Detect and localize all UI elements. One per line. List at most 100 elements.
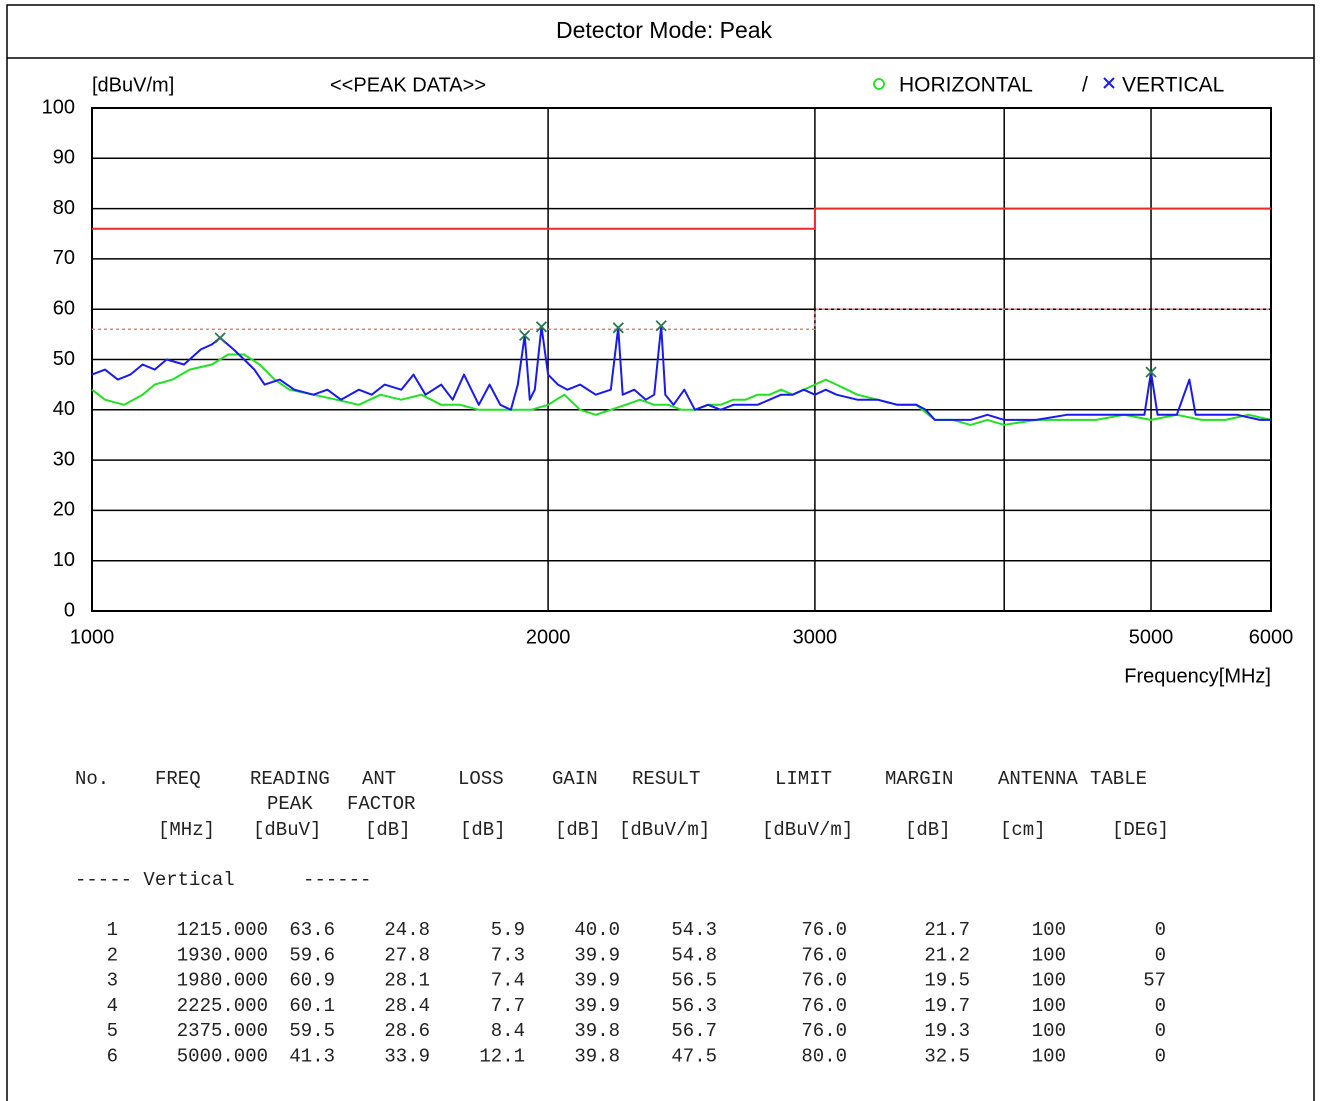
table-cell: 1980.000 [177, 970, 268, 992]
legend-label: HORIZONTAL [899, 74, 1033, 97]
legend-symbol [1103, 77, 1115, 89]
header-title: Detector Mode: Peak [556, 17, 773, 43]
y-axis-label: [dBuV/m] [92, 74, 174, 96]
peak-marker [519, 329, 531, 341]
table-cell: 2375.000 [177, 1020, 268, 1042]
column-unit: [dBuV/m] [619, 819, 710, 841]
table-cell: 76.0 [801, 919, 847, 941]
column-header: MARGIN [885, 768, 953, 790]
table-cell: 100 [1032, 995, 1066, 1017]
table-cell: 19.3 [924, 1020, 970, 1042]
y-tick-label: 90 [53, 147, 75, 169]
table-cell: 0 [1155, 995, 1166, 1017]
table-cell: 7.3 [491, 944, 525, 966]
table-cell: 1 [107, 919, 118, 941]
table-cell: 47.5 [671, 1046, 717, 1068]
column-header: READING [250, 768, 330, 790]
table-cell: 100 [1032, 944, 1066, 966]
table-cell: 19.7 [924, 995, 970, 1017]
table-cell: 100 [1032, 919, 1066, 941]
column-header: ANTENNA [998, 768, 1078, 790]
table-cell: 56.3 [671, 995, 717, 1017]
y-tick-label: 0 [64, 599, 75, 621]
table-cell: 100 [1032, 1020, 1066, 1042]
y-tick-label: 100 [42, 96, 75, 118]
peak-marker [1145, 366, 1157, 378]
y-tick-label: 10 [53, 549, 75, 571]
table-cell: 80.0 [801, 1046, 847, 1068]
column-header: RESULT [632, 768, 700, 790]
x-tick-label: 2000 [526, 626, 571, 648]
table-cell: 27.8 [384, 944, 430, 966]
column-unit: [DEG] [1112, 819, 1169, 841]
table-cell: 60.1 [289, 995, 335, 1017]
table-cell: 76.0 [801, 1020, 847, 1042]
table-cell: 19.5 [924, 970, 970, 992]
peak-marker [535, 321, 548, 333]
table-cell: 2225.000 [177, 995, 268, 1017]
table-cell: 4 [107, 995, 118, 1017]
table-cell: 0 [1155, 1046, 1166, 1068]
column-unit: [dBuV/m] [762, 819, 853, 841]
column-unit: [dB] [905, 819, 951, 841]
column-header: PEAK [267, 793, 313, 815]
table-cell: 76.0 [801, 970, 847, 992]
peak-marker [214, 332, 226, 344]
column-header: GAIN [552, 768, 598, 790]
x-tick-label: 5000 [1129, 626, 1174, 648]
table-cell: 63.6 [289, 919, 335, 941]
table-cell: 2 [107, 944, 118, 966]
y-tick-label: 60 [53, 297, 75, 319]
trace [91, 324, 1271, 421]
table-cell: 39.8 [574, 1020, 620, 1042]
table-cell: 54.3 [671, 919, 717, 941]
chart-title: <<PEAK DATA>> [330, 74, 486, 96]
table-cell: 39.9 [574, 995, 620, 1017]
peak-marker [655, 320, 667, 332]
legend-separator: / [1082, 74, 1088, 97]
legend-symbol [873, 78, 885, 90]
section-label: ----- Vertical ------ [75, 869, 371, 891]
table-cell: 21.7 [924, 919, 970, 941]
table-cell: 12.1 [479, 1046, 525, 1068]
table-cell: 56.5 [671, 970, 717, 992]
table-cell: 28.6 [384, 1020, 430, 1042]
limit-line [92, 207, 1271, 230]
table-cell: 0 [1155, 919, 1166, 941]
table-cell: 21.2 [924, 944, 970, 966]
table-cell: 1215.000 [177, 919, 268, 941]
table-cell: 6 [107, 1046, 118, 1068]
table-cell: 24.8 [384, 919, 430, 941]
table-cell: 0 [1155, 1020, 1166, 1042]
table-cell: 7.7 [491, 995, 525, 1017]
table-cell: 5000.000 [177, 1046, 268, 1068]
table-cell: 100 [1032, 970, 1066, 992]
table-cell: 59.5 [289, 1020, 335, 1042]
x-tick-label: 1000 [70, 626, 115, 648]
table-cell: 3 [107, 970, 118, 992]
column-unit: [dB] [365, 819, 411, 841]
y-tick-label: 40 [53, 398, 75, 420]
column-unit: [dBuV] [253, 819, 321, 841]
table-cell: 76.0 [801, 944, 847, 966]
table-cell: 5 [107, 1020, 118, 1042]
table-cell: 39.9 [574, 944, 620, 966]
table-cell: 39.8 [574, 1046, 620, 1068]
table-cell: 41.3 [289, 1046, 335, 1068]
column-header: FREQ [155, 768, 201, 790]
y-tick-label: 30 [53, 448, 75, 470]
column-header: LIMIT [775, 768, 832, 790]
x-tick-label: 3000 [793, 626, 838, 648]
legend-label: VERTICAL [1122, 74, 1224, 97]
table-cell: 76.0 [801, 995, 847, 1017]
table-cell: 28.4 [384, 995, 430, 1017]
column-unit: [dB] [460, 819, 506, 841]
table-cell: 56.7 [671, 1020, 717, 1042]
table-cell: 39.9 [574, 970, 620, 992]
table-cell: 59.6 [289, 944, 335, 966]
table-cell: 60.9 [289, 970, 335, 992]
table-cell: 40.0 [574, 919, 620, 941]
column-unit: [MHz] [158, 819, 215, 841]
peak-marker [612, 322, 624, 334]
